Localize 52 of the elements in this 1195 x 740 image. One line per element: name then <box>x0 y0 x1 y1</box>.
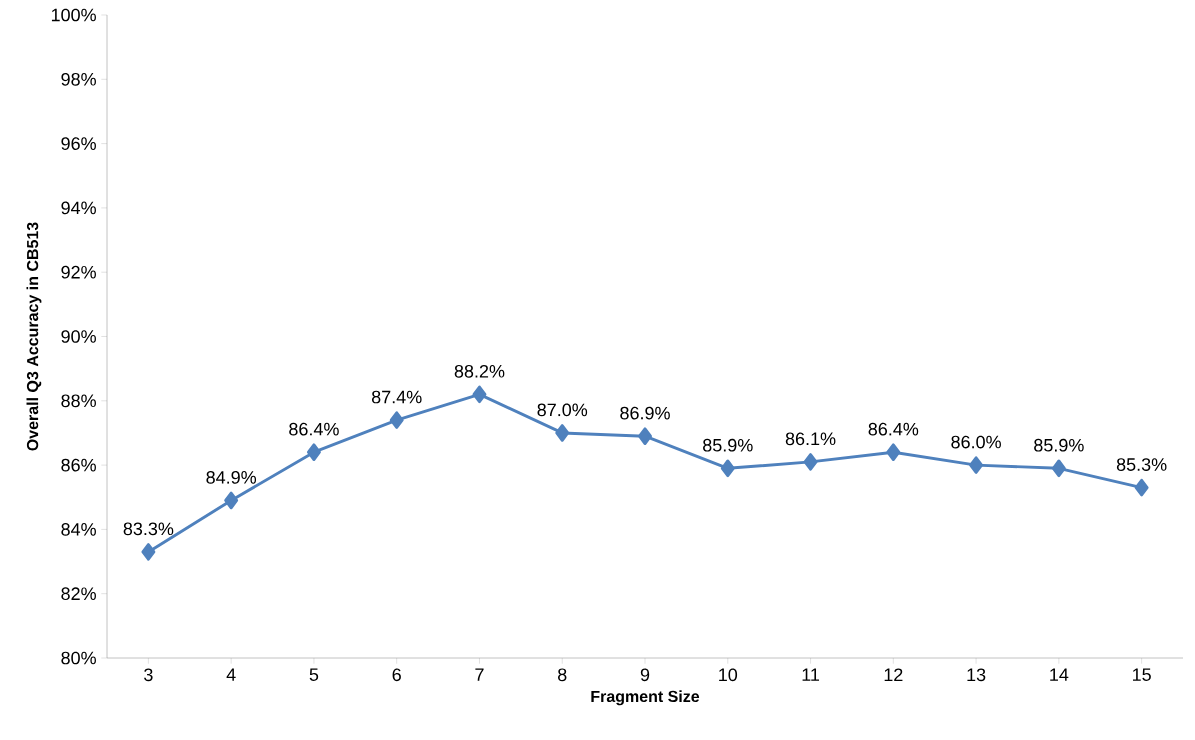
point <box>886 443 901 462</box>
y-tick-label: 82% <box>61 587 96 601</box>
y-tick-label: 96% <box>61 137 96 150</box>
x-tick-label: 11 <box>802 668 820 681</box>
y-tick-label: 80% <box>61 651 96 665</box>
x-tick-label: 15 <box>1132 668 1151 681</box>
point <box>555 424 570 442</box>
data-label: 85.9% <box>1034 438 1084 452</box>
x-tick-label: 3 <box>144 668 153 682</box>
data-label: 85.3% <box>1116 458 1167 471</box>
point <box>472 385 487 404</box>
y-tick-label: 88% <box>61 394 96 408</box>
point <box>969 456 984 474</box>
x-tick-label: 9 <box>640 668 650 682</box>
y-axis-title: Overall Q3 Accuracy in CB513 <box>26 222 42 451</box>
y-tick-label: 86% <box>61 458 96 472</box>
point <box>638 427 652 445</box>
x-tick-label: 5 <box>309 668 319 681</box>
x-tick-label: 6 <box>392 668 401 682</box>
x-tick-label: 12 <box>884 668 903 681</box>
point <box>1051 459 1066 478</box>
x-axis-title: Fragment Size <box>591 690 700 706</box>
x-tick-label: 4 <box>226 668 236 681</box>
y-tick-label: 84% <box>61 523 96 536</box>
data-label: 86.4% <box>868 422 919 436</box>
data-label: 83.3% <box>123 522 174 536</box>
point <box>1134 478 1149 497</box>
point <box>306 443 321 462</box>
point <box>389 411 404 429</box>
data-label: 86.4% <box>289 422 339 436</box>
x-tick-label: 13 <box>967 668 986 682</box>
point <box>224 491 239 510</box>
point <box>803 453 818 471</box>
data-label: 87.4% <box>371 390 422 404</box>
x-tick-label: 10 <box>719 668 738 682</box>
data-label: 88.2% <box>454 364 505 378</box>
y-tick-label: 92% <box>61 265 96 279</box>
data-label: 84.9% <box>206 471 257 484</box>
x-tick-label: 14 <box>1050 668 1069 681</box>
data-label: 86.1% <box>785 432 836 446</box>
data-label: 87.0% <box>537 403 588 417</box>
y-tick-label: 90% <box>61 330 96 343</box>
x-tick-label: 8 <box>558 668 567 682</box>
x-tick-label: 7 <box>475 668 484 681</box>
y-tick-label: 94% <box>61 201 96 215</box>
point <box>720 459 735 478</box>
data-label: 86.0% <box>951 435 1001 449</box>
y-tick-label: 98% <box>61 72 96 86</box>
data-label: 86.9% <box>620 406 670 420</box>
data-label: 85.9% <box>703 438 753 452</box>
y-tick-label: 100% <box>51 8 96 22</box>
point <box>141 543 156 561</box>
